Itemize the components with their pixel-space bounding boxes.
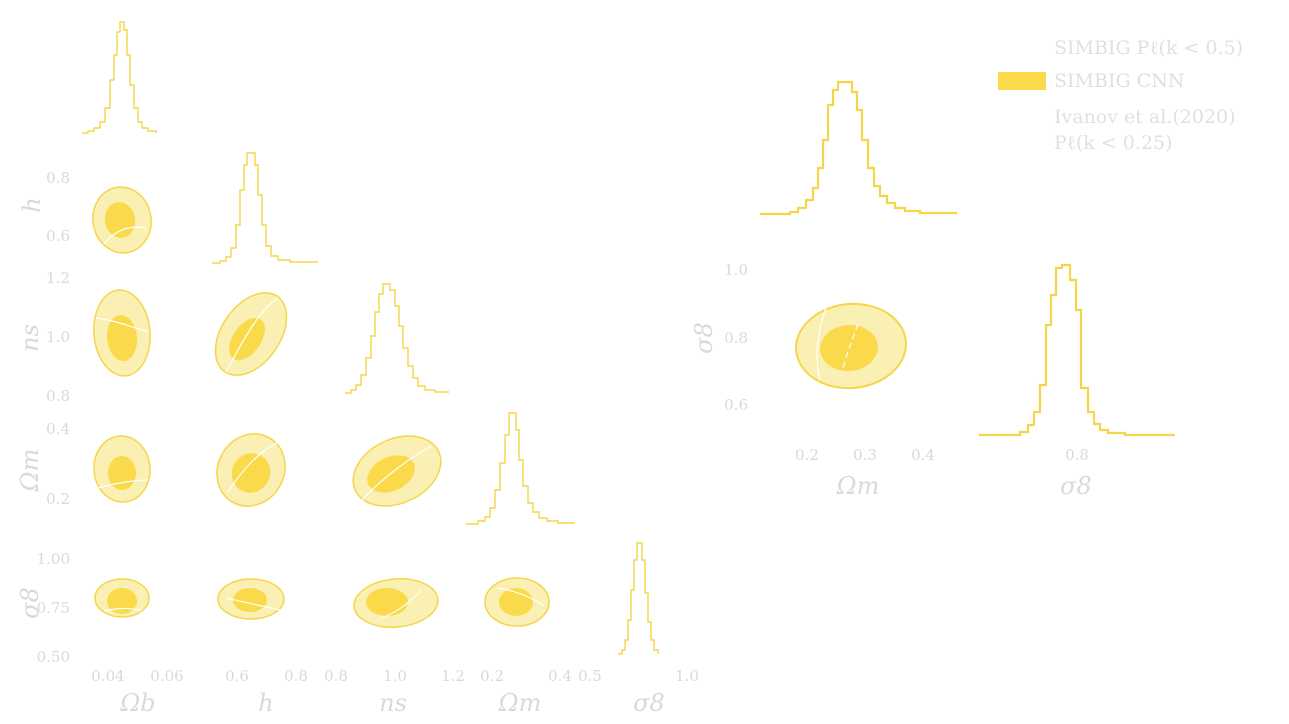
ytick-omegam-0.2: 0.2 — [46, 490, 70, 508]
xtick-h-0.6: 0.6 — [225, 667, 249, 685]
ytick-ns-1.2: 1.2 — [46, 269, 70, 287]
contour-light — [227, 441, 281, 493]
contour-inner — [107, 588, 137, 614]
xlabel-h: h — [258, 689, 273, 717]
hist-omega-b — [82, 21, 157, 134]
ytick-h-0.8: 0.8 — [46, 169, 70, 187]
contour-light — [103, 608, 143, 612]
contour-light — [97, 479, 149, 489]
ytick-right-1.0: 1.0 — [724, 261, 748, 279]
contour-omegam-ns — [352, 435, 442, 507]
hist-right-omegam — [760, 80, 957, 216]
hist-sigma8 — [618, 542, 659, 655]
xtick-right-0.3: 0.3 — [853, 446, 877, 464]
contour-omegam-h — [216, 433, 286, 507]
ytick-h-0.6: 0.6 — [46, 227, 70, 245]
xtick-h-0.8: 0.8 — [284, 667, 308, 685]
contour-light — [379, 589, 423, 619]
contour-sigma8-omega-b — [94, 578, 150, 618]
contour-light — [103, 226, 147, 245]
hist-h — [212, 152, 318, 264]
legend-entry-simbig-pk: SIMBIG Pℓ(k < 0.5) — [1054, 37, 1243, 59]
xtick-right-sigma8-0.8: 0.8 — [1065, 446, 1089, 464]
legend: SIMBIG Pℓ(k < 0.5) SIMBIG CNN Ivanov et … — [998, 37, 1243, 154]
xtick-omegab-0.06: 0.06 — [150, 667, 183, 685]
xtick-sigma8-0.5: 0.5 — [578, 667, 602, 685]
contour-light — [225, 597, 281, 611]
contour-light-1 — [816, 307, 827, 381]
legend-entry-ivanov-pk: Pℓ(k < 0.25) — [1054, 132, 1173, 154]
contour-inner — [366, 588, 408, 616]
ylabel-right-sigma8: σ8 — [690, 322, 718, 354]
corner-plot-left: 0.8 0.6 1.2 1.0 0.8 0.4 0.2 1.00 0.75 0.… — [16, 21, 699, 717]
contour-light — [361, 445, 433, 501]
xtick-ns-0.8: 0.8 — [324, 667, 348, 685]
hist-ns — [345, 283, 449, 394]
xlabel-right-sigma8: σ8 — [1060, 472, 1092, 500]
contour-ns-omega-b — [93, 289, 151, 377]
hist-omega-m — [466, 412, 575, 525]
contour-sigma8-ns — [353, 578, 439, 628]
ytick-ns-0.8: 0.8 — [46, 387, 70, 405]
ytick-ns-1.0: 1.0 — [46, 328, 70, 346]
ytick-omegam-0.4: 0.4 — [46, 420, 70, 438]
ytick-right-0.6: 0.6 — [724, 396, 748, 414]
contour-light — [95, 317, 149, 333]
ytick-sigma8-0.75: 0.75 — [37, 599, 70, 617]
contour-light — [497, 587, 545, 607]
xlabel-ns: ns — [379, 689, 407, 717]
xlabel-omegam: Ωm — [498, 689, 542, 717]
corner-plot-right: 1.0 0.8 0.6 σ8 0.2 0.3 0.4 0.8 Ωm σ8 — [690, 80, 1175, 500]
hist-right-sigma8 — [979, 263, 1175, 437]
contour-light-2 — [841, 323, 859, 373]
legend-swatch-cnn — [998, 72, 1046, 90]
contour-sigma8-omegam — [484, 577, 550, 627]
ylabel-ns: ns — [16, 324, 44, 352]
ylabel-omegam: Ωm — [16, 449, 44, 493]
contour-ns-h — [214, 292, 288, 376]
xtick-right-0.2: 0.2 — [795, 446, 819, 464]
contour-light — [225, 297, 279, 373]
contour-h-omega-b — [92, 186, 152, 254]
xtick-sigma8-1.0: 1.0 — [675, 667, 699, 685]
ytick-sigma8-0.50: 0.50 — [37, 648, 70, 666]
xtick-omegam-0.4: 0.4 — [548, 667, 572, 685]
xlabel-omegab: Ωb — [119, 689, 155, 717]
contour-inner — [231, 453, 271, 493]
xlabel-sigma8: σ8 — [633, 689, 665, 717]
contour-omegam-omega-b — [93, 435, 151, 503]
contour-inner — [233, 588, 267, 612]
legend-entry-ivanov: Ivanov et al.(2020) — [1054, 106, 1236, 128]
xtick-omegam-0.2: 0.2 — [480, 667, 504, 685]
ylabel-sigma8: σ8 — [16, 587, 44, 619]
contour-right-sigma8-omegam — [795, 302, 907, 390]
contour-inner — [104, 202, 136, 238]
contour-sigma8-h — [217, 578, 285, 620]
xlabel-right-omegam: Ωm — [836, 472, 880, 500]
legend-entry-simbig-cnn: SIMBIG CNN — [1054, 70, 1184, 92]
ylabel-h: h — [18, 197, 46, 212]
ytick-sigma8-1.00: 1.00 — [37, 550, 70, 568]
xtick-ns-1.0: 1.0 — [383, 667, 407, 685]
xtick-right-0.4: 0.4 — [911, 446, 935, 464]
ytick-right-0.8: 0.8 — [724, 329, 748, 347]
xtick-omegab-0.04: 0.04 — [91, 667, 124, 685]
xtick-ns-1.2: 1.2 — [441, 667, 465, 685]
